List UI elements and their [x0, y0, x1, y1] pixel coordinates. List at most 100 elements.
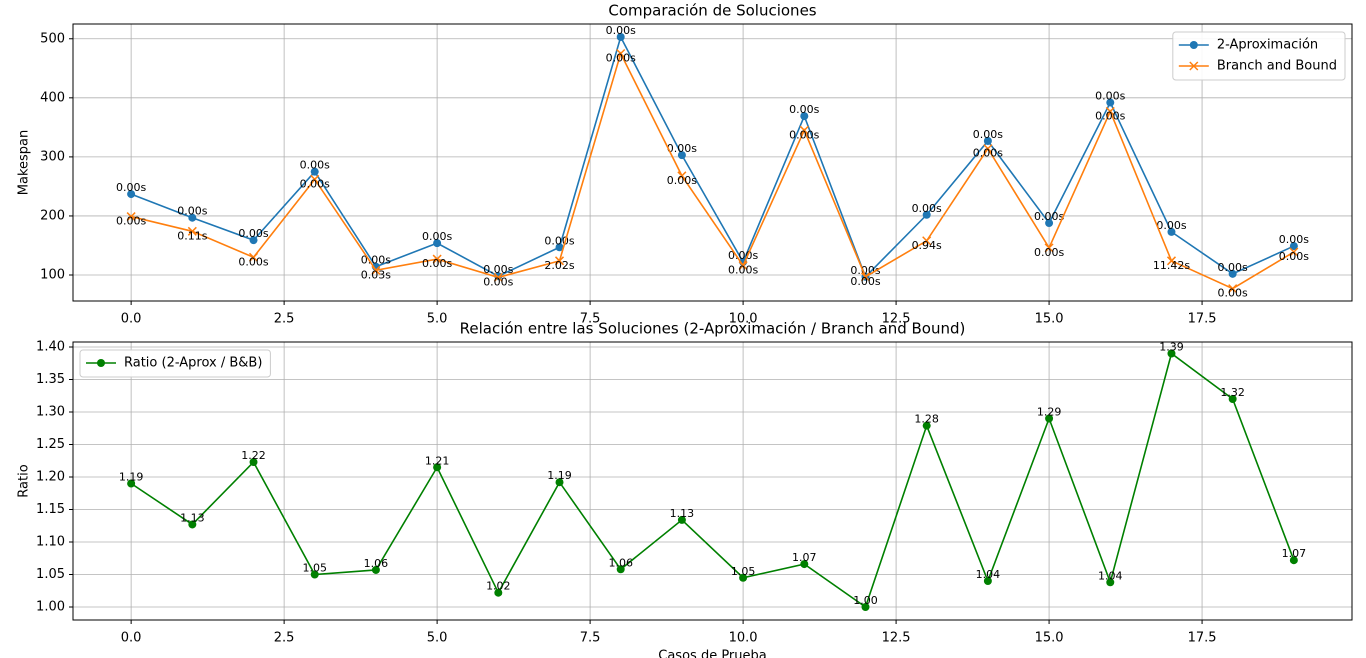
- marker: [494, 272, 503, 281]
- x-tick-label: 7.5: [580, 631, 601, 646]
- data-label: 0.03s: [361, 268, 391, 281]
- data-label: 0.11s: [177, 229, 207, 242]
- marker: [738, 261, 748, 271]
- marker: [677, 515, 686, 524]
- data-label: 1.21: [425, 454, 450, 467]
- y-tick-label: 1.30: [36, 405, 65, 420]
- x-tick-label: 12.5: [882, 312, 911, 327]
- marker: [1228, 395, 1237, 404]
- data-label: 0.00s: [1218, 287, 1248, 300]
- marker: [494, 588, 503, 597]
- x-tick-label: 5.0: [427, 312, 448, 327]
- marker: [1228, 284, 1238, 294]
- data-label: 0.00s: [728, 249, 758, 262]
- data-label: 0.00s: [789, 103, 819, 116]
- data-label: 0.00s: [1095, 109, 1125, 122]
- marker: [922, 236, 932, 246]
- marker: [187, 226, 197, 236]
- marker: [493, 272, 503, 282]
- data-label: 0.00s: [850, 275, 880, 288]
- marker: [860, 272, 871, 282]
- marker: [433, 239, 442, 248]
- marker: [1167, 349, 1176, 358]
- y-tick-label: 1.35: [36, 372, 65, 387]
- marker: [861, 603, 870, 612]
- legend-marker: [1189, 41, 1198, 49]
- data-label: 1.07: [792, 551, 817, 564]
- data-label: 2.02s: [544, 259, 574, 272]
- data-label: 1.00: [853, 594, 878, 607]
- marker: [1167, 227, 1176, 236]
- axes: 0.0 2.5 5.0 7.5 10.0 12.5 15.0 17.5 100 200 300 400…: [17, 2, 1353, 327]
- marker: [127, 479, 136, 488]
- data-label: 0.00s: [912, 202, 942, 215]
- y-tick-label: 1.05: [36, 567, 65, 582]
- marker: [1289, 556, 1298, 565]
- y-tick-label: 1.40: [36, 340, 65, 355]
- chart-title: Relación entre las Soluciones (2-Aproxim…: [460, 320, 966, 338]
- data-label: 1.06: [364, 557, 389, 570]
- legend-marker: [97, 359, 105, 367]
- data-label: 1.19: [547, 469, 572, 482]
- data-label: 11.42s: [1153, 259, 1190, 272]
- marker: [310, 167, 319, 176]
- marker: [555, 243, 564, 252]
- y-axis-label: Makespan: [17, 130, 32, 195]
- data-label: 1.05: [302, 562, 327, 575]
- data-label: 0.00s: [728, 264, 758, 277]
- marker: [1166, 256, 1177, 266]
- x-tick-label: 15.0: [1035, 312, 1064, 327]
- chart-title: Comparación de Soluciones: [608, 2, 816, 20]
- data-label: 1.39: [1159, 341, 1184, 354]
- marker: [616, 49, 626, 59]
- y-tick-label: 400: [40, 90, 65, 105]
- series-line: [130, 352, 1295, 609]
- y-tick-label: 1.10: [36, 535, 65, 550]
- marker: [922, 210, 931, 219]
- y-tick-label: 1.20: [36, 470, 65, 485]
- y-axis-label: Ratio: [17, 464, 32, 497]
- data-label: 0.00s: [667, 174, 697, 187]
- data-label: 0.00s: [483, 275, 513, 288]
- data-label: 1.29: [1037, 406, 1062, 419]
- marker: [310, 174, 320, 184]
- marker: [677, 151, 686, 160]
- y-tick-label: 200: [40, 208, 65, 223]
- data-label: 0.00s: [300, 159, 330, 172]
- data-label: 0.00s: [667, 142, 697, 155]
- data-label: 0.00s: [422, 230, 452, 243]
- data-label: 0.00s: [606, 52, 636, 65]
- data-label: 0.00s: [361, 254, 391, 267]
- marker: [1045, 219, 1054, 228]
- marker: [126, 212, 136, 222]
- legend-label: 2-Aproximación: [1217, 38, 1318, 53]
- series-line: [130, 51, 1295, 290]
- x-tick-label: 17.5: [1188, 631, 1217, 646]
- legend: 2-Aproximación Branch and Bound: [1172, 31, 1346, 81]
- x-tick-label: 10.0: [729, 631, 758, 646]
- data-label: 0.00s: [300, 177, 330, 190]
- data-label: 0.00s: [1156, 219, 1186, 232]
- y-tick-label: 500: [40, 31, 65, 46]
- marker: [127, 190, 136, 199]
- data-label: 0.00s: [177, 205, 207, 218]
- data-label: 0.00s: [483, 263, 513, 276]
- marker: [1045, 414, 1054, 423]
- y-tick-label: 1.25: [36, 437, 65, 452]
- data-label: 1.22: [241, 449, 266, 462]
- marker: [1044, 243, 1054, 253]
- data-label: 0.00s: [544, 234, 574, 247]
- data-label: 0.00s: [789, 128, 819, 141]
- x-tick-label: 10.0: [729, 312, 758, 327]
- y-tick-label: 1.15: [36, 502, 65, 517]
- marker: [1289, 247, 1299, 257]
- data-label: 0.00s: [606, 24, 636, 37]
- marker: [371, 565, 380, 574]
- marker: [371, 265, 381, 275]
- marker: [800, 112, 809, 121]
- marker: [922, 421, 931, 430]
- legend-marker: [1189, 61, 1199, 71]
- data-label: 1.13: [670, 507, 695, 520]
- data-label: 1.19: [119, 471, 144, 484]
